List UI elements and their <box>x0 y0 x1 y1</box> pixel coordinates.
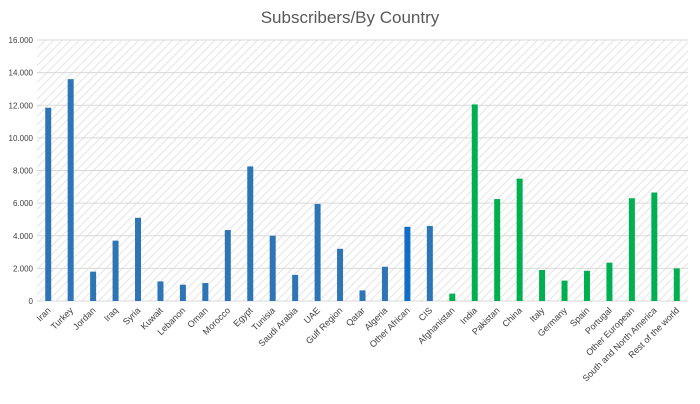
bar <box>494 199 501 301</box>
x-category-label: Italy <box>528 305 547 324</box>
bar <box>606 262 613 301</box>
bar <box>247 166 254 301</box>
x-category-label: Iran <box>35 305 53 323</box>
y-tick-label: 2.000 <box>13 264 34 273</box>
bar <box>561 280 568 301</box>
x-category-label: Iraq <box>102 305 120 323</box>
bar <box>179 284 186 301</box>
bar <box>157 281 164 301</box>
bar <box>381 266 388 301</box>
y-tick-label: 14.000 <box>9 69 34 78</box>
bar <box>583 270 590 301</box>
x-category-label: Jordan <box>71 305 98 332</box>
bar <box>359 290 366 301</box>
bar <box>314 203 321 301</box>
bar <box>224 230 231 301</box>
bar <box>651 192 658 301</box>
bar <box>112 240 119 301</box>
bar <box>67 79 74 302</box>
bar <box>471 104 478 301</box>
bar <box>404 226 411 301</box>
y-tick-label: 10.000 <box>9 134 34 143</box>
bar <box>449 293 456 301</box>
bars <box>45 79 680 302</box>
y-tick-label: 4.000 <box>13 232 34 241</box>
bar <box>292 274 299 301</box>
x-category-label: China <box>500 305 524 329</box>
x-category-label: CIS <box>417 305 435 323</box>
bar <box>90 271 97 301</box>
y-tick-label: 6.000 <box>13 199 34 208</box>
bar <box>426 225 433 301</box>
y-tick-label: 0 <box>29 297 34 306</box>
chart-title: Subscribers/By Country <box>260 8 440 27</box>
bar <box>269 235 276 301</box>
y-tick-label: 12.000 <box>9 101 34 110</box>
bar <box>337 248 344 301</box>
bar <box>202 283 209 301</box>
bar <box>628 198 635 301</box>
x-category-label: Turkey <box>49 305 76 332</box>
y-axis-ticks: 0 2.000 4.000 6.000 8.000 10.000 12.000 14.000 1… <box>9 36 34 306</box>
y-tick-label: 8.000 <box>13 167 34 176</box>
y-tick-label: 16.000 <box>9 36 34 45</box>
bar <box>516 178 523 301</box>
bar <box>135 217 142 301</box>
bar <box>45 107 52 302</box>
bar <box>539 270 546 301</box>
bar <box>673 268 680 301</box>
